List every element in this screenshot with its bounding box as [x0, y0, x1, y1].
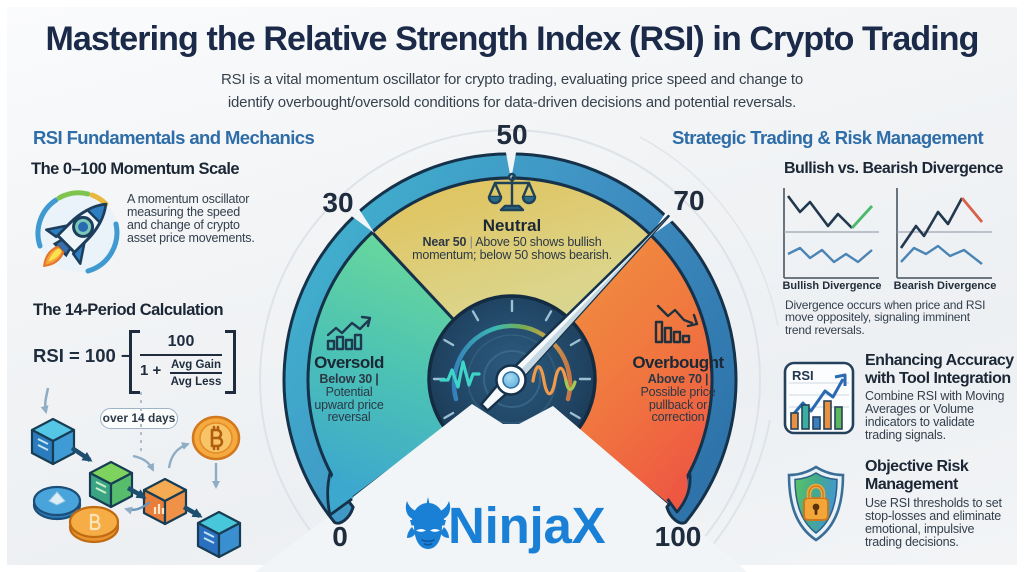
svg-text:RSI: RSI — [792, 368, 814, 383]
